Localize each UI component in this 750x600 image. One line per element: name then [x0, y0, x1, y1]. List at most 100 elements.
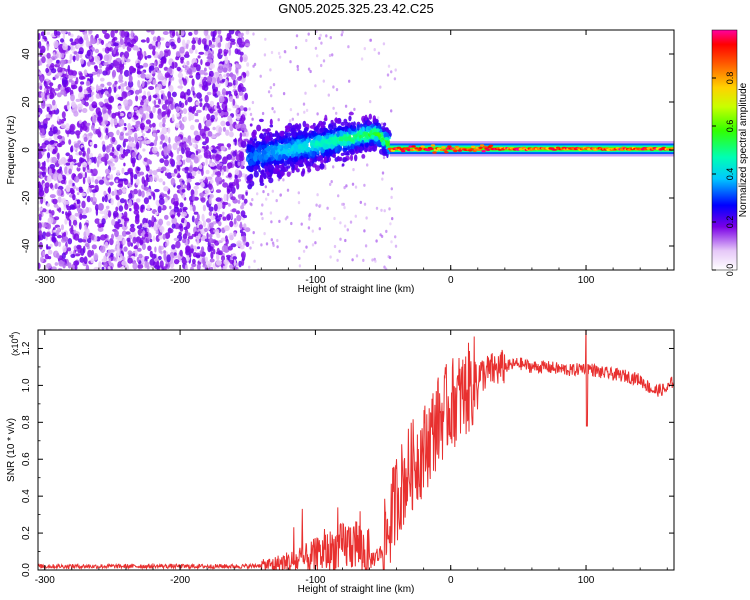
heatmap-cell — [237, 33, 241, 38]
heatmap-cell — [173, 168, 178, 174]
heatmap-cell — [105, 205, 110, 210]
heatmap-cell — [188, 166, 194, 173]
heatmap-cell — [143, 186, 149, 191]
heatmap-cell — [176, 147, 180, 155]
heatmap-cell — [79, 72, 83, 77]
heatmap-cell — [315, 203, 318, 207]
heatmap-cell — [114, 188, 117, 196]
heatmap-cell — [214, 111, 219, 116]
heatmap-cell — [78, 222, 82, 230]
heatmap-cell — [149, 250, 153, 258]
heatmap-cell — [264, 135, 270, 142]
heatmap-cell — [193, 62, 198, 68]
heatmap-cell — [296, 64, 299, 69]
heatmap-cell — [161, 130, 166, 135]
heatmap-cell — [95, 93, 101, 99]
heatmap-cell — [69, 54, 73, 61]
heatmap-cell — [40, 92, 45, 98]
heatmap-cell — [94, 55, 100, 63]
heatmap-cell — [69, 187, 74, 194]
heatmap-cell — [282, 153, 287, 160]
heatmap-cell — [192, 90, 195, 96]
heatmap-cell — [300, 158, 304, 166]
heatmap-cell — [74, 130, 81, 136]
heatmap-cell — [298, 239, 301, 243]
heatmap-cell — [40, 31, 46, 37]
heatmap-cell — [164, 172, 168, 177]
heatmap-cell — [135, 62, 140, 69]
heatmap-cell — [58, 260, 65, 267]
heatmap-cell — [248, 161, 254, 165]
heatmap-cell — [105, 67, 110, 72]
heatmap-cell — [102, 144, 106, 153]
heatmap-cell — [248, 107, 251, 111]
heatmap-cell — [405, 147, 410, 150]
heatmap-cell — [369, 38, 372, 42]
heatmap-cell — [152, 94, 158, 99]
heatmap-cell — [160, 250, 163, 255]
heatmap-cell — [85, 39, 90, 48]
heatmap-cell — [228, 131, 234, 138]
heatmap-cell — [79, 157, 83, 164]
heatmap-cell — [143, 197, 149, 205]
heatmap-cell — [187, 235, 194, 240]
heatmap-cell — [305, 148, 310, 153]
heatmap-cell — [108, 257, 112, 265]
heatmap-cell — [272, 169, 278, 175]
y-tick-label: 40 — [21, 48, 32, 60]
heatmap-cell — [84, 101, 89, 107]
heatmap-cell — [143, 98, 149, 105]
heatmap-cell — [222, 182, 229, 188]
heatmap-cell — [246, 145, 252, 150]
heatmap-cell — [46, 263, 52, 269]
heatmap-cell — [373, 135, 379, 142]
heatmap-cell — [157, 113, 163, 120]
heatmap-cell — [139, 85, 143, 91]
heatmap-cell — [56, 59, 60, 64]
heatmap-cell — [272, 160, 277, 164]
heatmap-cell — [195, 49, 198, 54]
heatmap-cell — [42, 198, 46, 203]
heatmap-cell — [108, 65, 113, 71]
heatmap-cell — [144, 256, 150, 260]
heatmap-cell — [179, 202, 184, 208]
snr-x-label: Height of straight line (km) — [298, 584, 415, 595]
heatmap-cell — [384, 267, 388, 270]
heatmap-cell — [270, 220, 273, 224]
heatmap-cell — [68, 219, 72, 227]
heatmap-cell — [229, 38, 236, 42]
heatmap-cell — [86, 49, 91, 57]
heatmap-cell — [115, 206, 119, 212]
heatmap-cell — [45, 67, 50, 74]
heatmap-cell — [169, 205, 172, 210]
heatmap-cell — [145, 119, 151, 125]
heatmap-cell — [194, 135, 201, 142]
heatmap-cell — [209, 63, 216, 69]
snr-y-ticks: 0.0 0.2 0.4 0.6 0.8 1.0 1.2 — [21, 329, 674, 577]
heatmap-cell — [54, 88, 60, 92]
heatmap-cell — [232, 256, 237, 260]
heatmap-cell — [80, 58, 84, 65]
heatmap-cell — [60, 224, 64, 231]
heatmap-cell — [265, 242, 269, 246]
heatmap-cell — [227, 82, 233, 87]
heatmap-cell — [116, 170, 121, 176]
heatmap-cell — [241, 160, 245, 166]
heatmap-cell — [87, 249, 93, 258]
heatmap-cell — [49, 182, 54, 189]
heatmap-cell — [334, 146, 338, 151]
heatmap-cell — [225, 90, 229, 96]
heatmap-cell — [108, 59, 112, 65]
heatmap-cell — [236, 214, 242, 222]
heatmap-cell — [338, 156, 341, 162]
heatmap-cell — [158, 63, 163, 69]
heatmap-cell — [228, 30, 235, 35]
heatmap-cell — [208, 196, 212, 205]
heatmap-cell — [40, 76, 44, 83]
heatmap-cell — [186, 178, 192, 183]
heatmap-cell — [251, 131, 256, 138]
heatmap-cell — [107, 187, 111, 193]
heatmap-cell — [307, 226, 311, 230]
heatmap-cell — [86, 188, 90, 194]
heatmap-cell — [173, 252, 177, 256]
